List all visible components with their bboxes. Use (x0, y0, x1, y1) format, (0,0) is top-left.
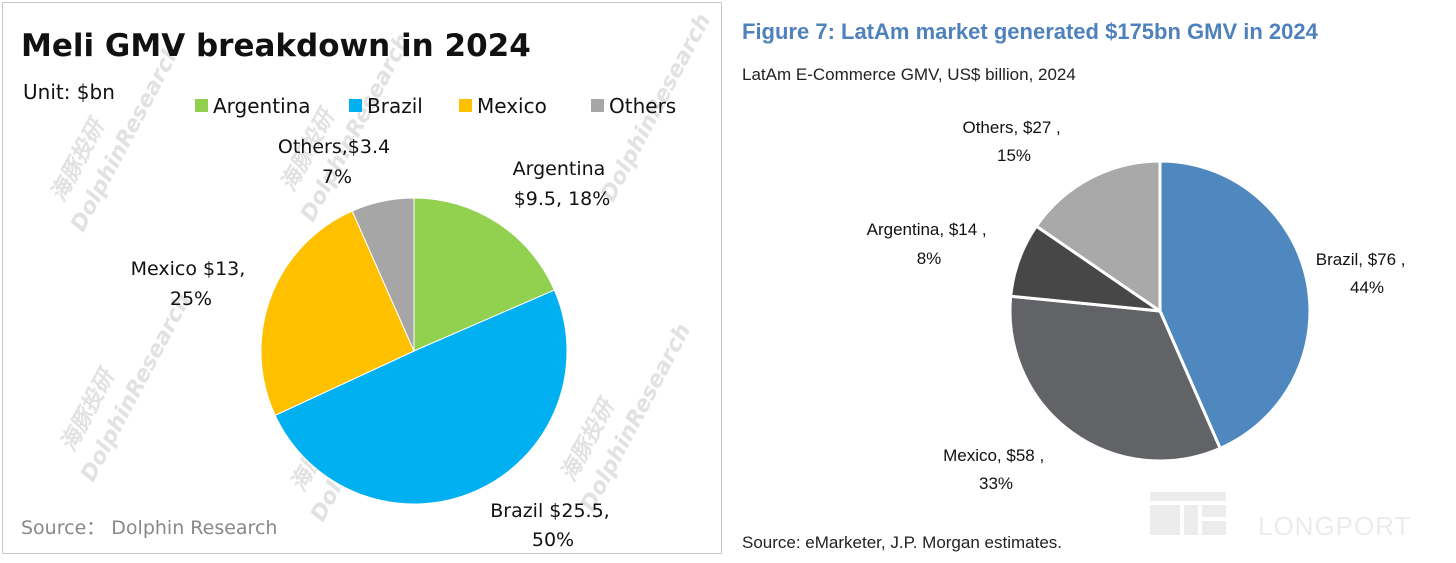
data-label-argentina: Argentina $9.5, 18% (513, 158, 612, 210)
data-label-line: 44% (1350, 278, 1384, 297)
legend-label-mexico: Mexico (477, 94, 547, 118)
pie-slice-mexico (260, 210, 415, 416)
legend-label-argentina: Argentina (213, 94, 311, 118)
data-label-line: 15% (997, 146, 1031, 165)
unit-label: Unit: $bn (23, 80, 115, 104)
legend: Argentina Brazil Mexico Others (195, 94, 676, 118)
data-label-line: Mexico $13, (131, 258, 246, 280)
data-labels: Brazil, $76 , 44% Mexico, $58 , 33% Arge… (867, 118, 1411, 493)
data-label-line: Others,$3.4 (278, 136, 390, 158)
pie-slice-others (351, 197, 415, 352)
latam-gmv-chart: Figure 7: LatAm market generated $175bn … (742, 19, 1411, 552)
data-label-others: Others, $27 , 15% (962, 118, 1065, 165)
chart-source: Source: eMarketer, J.P. Morgan estimates… (742, 533, 1062, 552)
data-label-brazil: Brazil $25.5, 50% (490, 500, 616, 551)
data-label-brazil: Brazil, $76 , 44% (1316, 250, 1411, 297)
legend-label-others: Others (609, 94, 676, 118)
chart-title: Meli GMV breakdown in 2024 (21, 28, 531, 64)
data-labels: Argentina $9.5, 18% Brazil $25.5, 50% Me… (131, 136, 616, 551)
legend-swatch-brazil (349, 99, 362, 112)
watermark-text: LONGPORT (1258, 511, 1411, 541)
data-label-line: 8% (917, 249, 942, 268)
chart-title: Figure 7: LatAm market generated $175bn … (742, 19, 1319, 44)
data-label-line: Brazil, $76 , (1316, 250, 1406, 269)
pie-slice-mexico (1008, 294, 1223, 463)
data-label-others: Others,$3.4 7% (278, 136, 396, 188)
chart-subtitle: LatAm E-Commerce GMV, US$ billion, 2024 (742, 65, 1076, 84)
data-label-line: Brazil $25.5, (490, 500, 610, 522)
legend-swatch-mexico (459, 99, 472, 112)
longport-watermark: LONGPORT (1150, 492, 1411, 541)
pie-slices (260, 197, 568, 505)
data-label-mexico: Mexico, $58 , 33% (943, 446, 1049, 493)
meli-gmv-chart-panel: DolphinResearch DolphinResearch DolphinR… (2, 2, 722, 554)
data-label-line: 50% (532, 529, 574, 551)
data-label-line: Argentina, $14 , (867, 220, 987, 239)
data-label-line: 7% (322, 166, 352, 188)
meli-gmv-chart: DolphinResearch DolphinResearch DolphinR… (21, 10, 716, 551)
data-label-line: Argentina (513, 158, 606, 180)
pie-slice-argentina (413, 197, 556, 352)
data-label-line: 33% (979, 474, 1013, 493)
pie-slice-brazil (1158, 159, 1312, 451)
data-label-line: Others, $27 , (962, 118, 1060, 137)
chart-source: Source： Dolphin Research (21, 517, 277, 539)
data-label-argentina: Argentina, $14 , 8% (867, 220, 992, 268)
legend-swatch-others (591, 99, 604, 112)
pie-slice-brazil (274, 289, 568, 505)
latam-gmv-chart-panel: Figure 7: LatAm market generated $175bn … (728, 0, 1456, 563)
data-label-mexico: Mexico $13, 25% (131, 258, 252, 310)
data-label-line: Mexico, $58 , (943, 446, 1044, 465)
longport-logo-icon (1150, 492, 1226, 535)
pie-slices (1008, 159, 1312, 463)
pie-slice-others (1034, 159, 1162, 314)
data-label-line: 25% (170, 288, 212, 310)
data-label-line: $9.5, 18% (514, 188, 611, 210)
legend-label-brazil: Brazil (367, 94, 423, 118)
legend-swatch-argentina (195, 99, 208, 112)
